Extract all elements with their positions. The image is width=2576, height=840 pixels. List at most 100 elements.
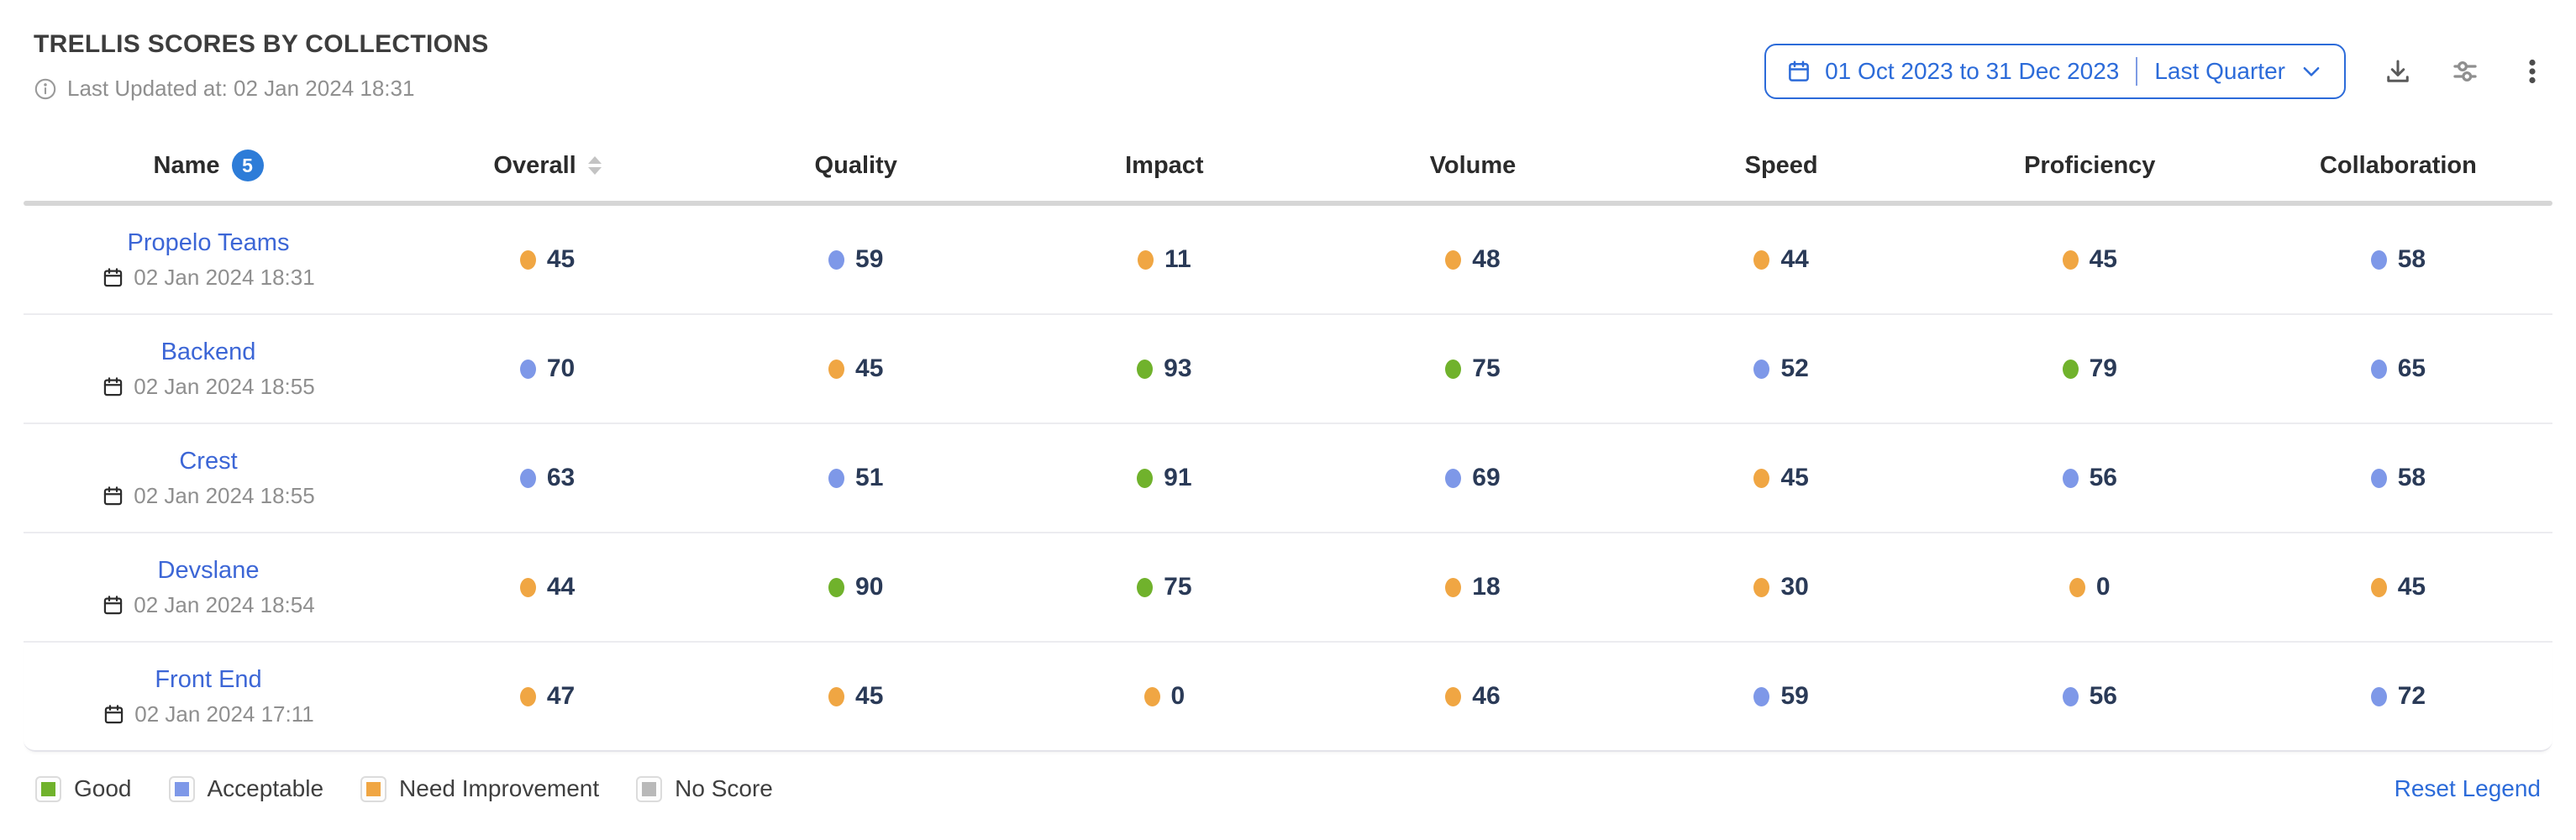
reset-legend-link[interactable]: Reset Legend	[2394, 775, 2541, 801]
score-cell-proficiency: 0	[1936, 573, 2244, 601]
header-divider	[24, 201, 2552, 206]
column-header-volume: Volume	[1318, 152, 1627, 180]
name-cell: Backend 02 Jan 2024 18:55	[24, 339, 393, 400]
score-value: 30	[1780, 573, 1809, 601]
legend-item-acceptable[interactable]: Acceptable	[168, 775, 323, 802]
column-header-collaboration: Collaboration	[2244, 152, 2552, 180]
score-cell-proficiency: 45	[1936, 245, 2244, 274]
calendar-icon	[104, 376, 123, 396]
name-cell: Crest 02 Jan 2024 18:55	[24, 448, 393, 509]
column-header-name: Name 5	[24, 150, 393, 181]
row-updated-line: 02 Jan 2024 18:55	[102, 483, 315, 509]
score-status-dot	[2370, 468, 2387, 488]
score-cell-quality: 51	[702, 464, 1010, 492]
score-value: 45	[1780, 464, 1809, 491]
legend-item-good[interactable]: Good	[35, 775, 132, 802]
download-button[interactable]	[2383, 56, 2413, 87]
legend-bar: Good Acceptable Need Improvement No Score Re…	[24, 752, 2552, 802]
score-cell-proficiency: 56	[1936, 464, 2244, 492]
column-label: Name	[153, 151, 220, 179]
score-cell-volume: 75	[1318, 354, 1627, 383]
score-value: 45	[2397, 573, 2426, 601]
score-status-dot	[2370, 249, 2387, 270]
legend-label: No Score	[675, 775, 773, 801]
score-cell-collaboration: 45	[2244, 573, 2552, 601]
score-cell-impact: 11	[1010, 245, 1318, 274]
score-status-dot	[828, 686, 845, 706]
score-status-dot	[1445, 468, 1462, 488]
legend-swatch	[636, 775, 663, 802]
collection-link[interactable]: Crest	[179, 447, 238, 475]
collection-link[interactable]: Propelo Teams	[127, 228, 290, 256]
score-cell-collaboration: 58	[2244, 464, 2552, 492]
score-value: 56	[2089, 464, 2117, 491]
table-body: Propelo Teams 02 Jan 2024 18:31 45 59 11 48…	[24, 206, 2552, 752]
score-value: 45	[2089, 245, 2117, 273]
widget-settings-button[interactable]	[2450, 56, 2480, 87]
row-updated-line: 02 Jan 2024 17:11	[103, 701, 314, 727]
score-cell-speed: 44	[1627, 245, 1936, 274]
score-status-dot	[2062, 686, 2079, 706]
score-status-dot	[1445, 686, 1462, 706]
row-updated-text: 02 Jan 2024 17:11	[134, 701, 314, 727]
column-header-overall[interactable]: Overall	[393, 152, 702, 180]
score-status-dot	[519, 249, 536, 270]
score-cell-speed: 45	[1627, 464, 1936, 492]
score-cell-quality: 45	[702, 682, 1010, 711]
score-status-dot	[1137, 577, 1154, 597]
chevron-down-icon	[2303, 67, 2320, 76]
collection-link[interactable]: Devslane	[157, 556, 260, 584]
date-range-text: 01 Oct 2023 to 31 Dec 2023	[1825, 58, 2120, 84]
name-cell: Front End 02 Jan 2024 17:11	[24, 666, 393, 727]
score-status-dot	[828, 577, 845, 597]
column-label: Impact	[1125, 151, 1204, 179]
legend-item-need_improvement[interactable]: Need Improvement	[360, 775, 599, 802]
score-value: 75	[1164, 573, 1192, 601]
column-header-impact: Impact	[1010, 152, 1318, 180]
score-cell-overall: 47	[393, 682, 702, 711]
score-value: 59	[855, 245, 884, 273]
score-cell-speed: 30	[1627, 573, 1936, 601]
score-status-dot	[1753, 249, 1770, 270]
score-value: 58	[2397, 245, 2426, 273]
legend-swatch	[35, 775, 61, 802]
table-row: Devslane 02 Jan 2024 18:54 44 90 75 18 30 0 45	[24, 533, 2552, 643]
kebab-menu-icon	[2529, 59, 2536, 84]
date-range-button[interactable]: 01 Oct 2023 to 31 Dec 2023 Last Quarter	[1764, 44, 2346, 99]
score-status-dot	[1753, 468, 1770, 488]
score-status-dot	[2069, 577, 2085, 597]
score-value: 90	[855, 573, 884, 601]
score-cell-impact: 93	[1010, 354, 1318, 383]
score-status-dot	[2062, 468, 2079, 488]
score-value: 0	[1170, 682, 1185, 710]
score-value: 59	[1780, 682, 1809, 710]
column-label: Quality	[814, 151, 897, 179]
score-value: 79	[2089, 354, 2117, 382]
score-status-dot	[2370, 686, 2387, 706]
collection-link[interactable]: Backend	[160, 338, 256, 365]
score-cell-impact: 91	[1010, 464, 1318, 492]
score-status-dot	[828, 468, 845, 488]
collection-link[interactable]: Front End	[155, 665, 262, 693]
score-status-dot	[519, 686, 536, 706]
row-updated-text: 02 Jan 2024 18:55	[134, 373, 315, 399]
divider	[2136, 57, 2138, 86]
more-actions-button[interactable]	[2517, 56, 2547, 87]
score-value: 44	[1780, 245, 1809, 273]
score-value: 70	[546, 354, 576, 382]
table-row: Backend 02 Jan 2024 18:55 70 45 93 75 52 79 65	[24, 315, 2552, 424]
score-cell-quality: 45	[702, 354, 1010, 383]
widget-header: TRELLIS SCORES BY COLLECTIONS Last Updat…	[0, 0, 2576, 102]
legend-item-no_score[interactable]: No Score	[636, 775, 773, 802]
score-value: 56	[2089, 682, 2117, 710]
name-cell: Devslane 02 Jan 2024 18:54	[24, 557, 393, 618]
score-value: 48	[1472, 245, 1501, 273]
sort-icon[interactable]	[587, 156, 602, 175]
score-cell-volume: 18	[1318, 573, 1627, 601]
score-value: 52	[1780, 354, 1809, 382]
column-label: Speed	[1744, 151, 1818, 179]
column-label: Proficiency	[2024, 151, 2156, 179]
score-value: 65	[2397, 354, 2426, 382]
row-updated-text: 02 Jan 2024 18:54	[134, 591, 315, 617]
score-value: 44	[546, 573, 576, 601]
